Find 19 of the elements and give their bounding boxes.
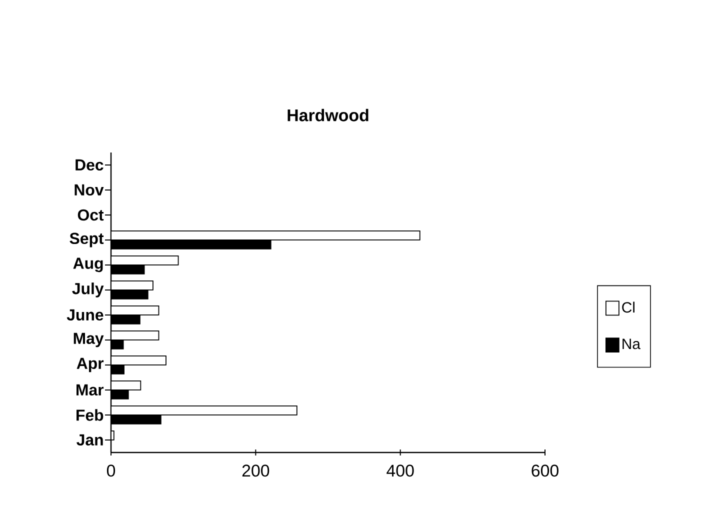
y-tick-label: Oct bbox=[78, 209, 104, 221]
y-tick-label: June bbox=[66, 309, 104, 321]
y-tick-label: Nov bbox=[74, 184, 104, 196]
chart-title: Hardwood bbox=[288, 108, 368, 122]
y-tick-label: Apr bbox=[76, 358, 104, 372]
y-tick-label: Jan bbox=[76, 434, 103, 446]
y-tick-label: Sept bbox=[70, 232, 104, 248]
x-tick-label: 200 bbox=[242, 464, 270, 477]
x-tick-label: 600 bbox=[532, 464, 558, 477]
legend-label: Cl bbox=[622, 302, 634, 313]
y-tick-label: Aug bbox=[73, 258, 103, 272]
y-tick-label: May bbox=[74, 332, 104, 348]
x-tick-label: 400 bbox=[386, 464, 414, 477]
x-tick-label: 0 bbox=[106, 464, 116, 477]
y-tick-label: Mar bbox=[76, 384, 104, 396]
y-tick-label: Dec bbox=[76, 159, 104, 171]
y-tick-label: Feb bbox=[76, 409, 104, 421]
y-tick-label: July bbox=[72, 282, 104, 298]
legend-label: Na bbox=[622, 338, 640, 350]
